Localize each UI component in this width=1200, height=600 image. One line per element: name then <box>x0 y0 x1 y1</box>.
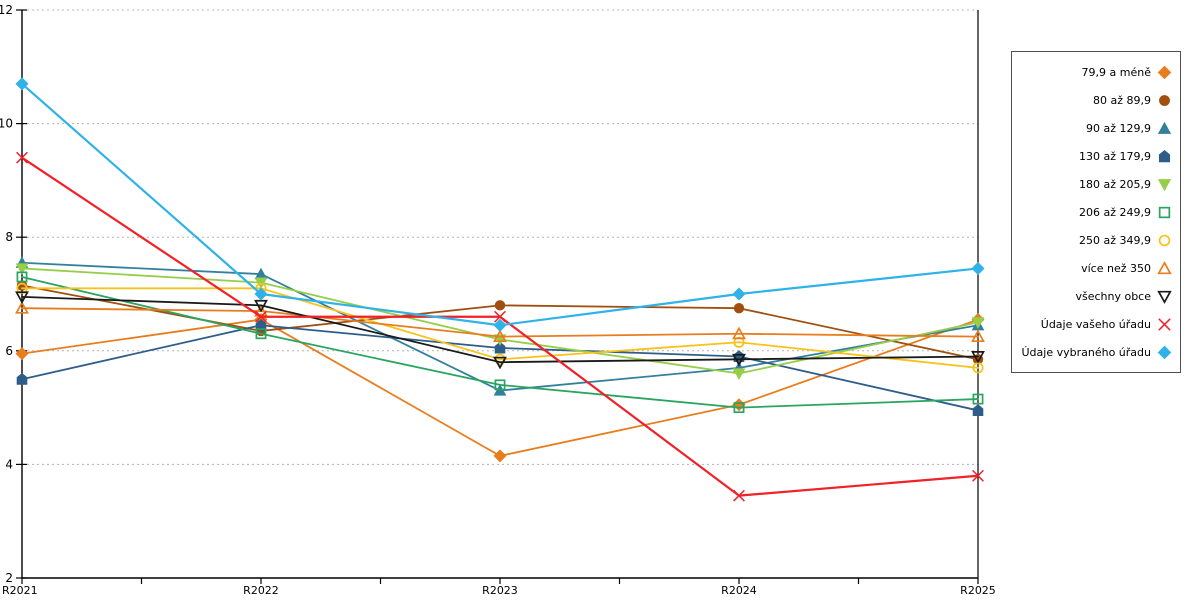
data-point-marker <box>1157 121 1172 134</box>
data-point-marker <box>15 263 29 275</box>
x-axis-label: R2024 <box>721 584 757 597</box>
data-point-marker <box>733 402 745 414</box>
data-point-marker <box>15 301 29 314</box>
line-chart-plot: 2 4 6 8 10 12 R2021 R2022 R2023 R2024 R2025 <box>0 3 996 597</box>
data-point-marker <box>494 310 506 323</box>
x-legend-icon <box>1158 317 1171 331</box>
y-axis-label: 2 <box>5 571 13 585</box>
legend-item: všechny obce <box>1017 282 1173 310</box>
triangle-down-legend-icon <box>1157 290 1172 304</box>
legend-item-label: všechny obce <box>1075 289 1151 303</box>
data-point-marker <box>1157 260 1172 274</box>
data-point-marker <box>15 291 29 305</box>
data-point-marker <box>254 299 268 313</box>
legend-item-label: 180 až 205,9 <box>1079 177 1151 191</box>
legend-item-label: 206 až 249,9 <box>1079 205 1151 219</box>
data-point-marker <box>16 372 28 385</box>
triangle-down-legend-icon <box>1157 178 1172 191</box>
y-axis-label: 4 <box>5 457 13 471</box>
data-point-marker <box>971 261 985 275</box>
data-point-marker <box>255 318 267 331</box>
data-point-marker <box>972 404 984 416</box>
data-point-marker <box>494 341 506 354</box>
x-axis-label: R2023 <box>482 584 518 597</box>
series-line-9 <box>21 295 979 364</box>
x-axis-label: R2021 <box>2 584 38 597</box>
data-point-marker <box>972 469 984 482</box>
data-point-marker <box>15 77 29 91</box>
data-point-marker <box>732 353 746 367</box>
data-point-marker <box>254 287 268 301</box>
data-point-marker <box>1158 206 1171 218</box>
legend-item: Údaje vašeho úřadu <box>1017 310 1173 338</box>
diamond-legend-icon <box>1157 345 1172 359</box>
triangle-up-legend-icon <box>1157 121 1172 134</box>
y-axis-label: 8 <box>5 230 13 244</box>
data-point-marker <box>16 151 28 164</box>
legend-item: 180 až 205,9 <box>1017 170 1173 198</box>
legend-item-label: 90 až 129,9 <box>1086 121 1151 135</box>
data-point-marker <box>733 489 745 502</box>
legend-item-label: 80 až 89,9 <box>1093 93 1151 107</box>
y-axis-label: 12 <box>0 3 13 17</box>
legend-item: 130 až 179,9 <box>1017 142 1173 170</box>
data-point-marker <box>971 317 985 329</box>
data-point-marker <box>732 287 746 301</box>
data-point-marker <box>15 347 29 361</box>
data-point-marker <box>16 271 28 283</box>
data-point-marker <box>733 303 745 314</box>
legend-item-label: 250 až 349,9 <box>1079 233 1151 247</box>
pentagon-legend-icon <box>1158 149 1171 162</box>
data-point-marker <box>493 329 507 343</box>
data-point-marker <box>971 329 985 343</box>
chart-legend: 79,9 a méně 80 až 89,9 90 až 129,9 130 až 1… <box>1011 51 1181 373</box>
data-point-marker <box>493 356 507 370</box>
legend-item: 79,9 a méně <box>1017 58 1173 86</box>
x-axis-label: R2022 <box>243 584 279 597</box>
legend-item: více než 350 <box>1017 254 1173 282</box>
legend-item-label: 79,9 a méně <box>1081 65 1151 79</box>
series-line-7 <box>21 287 979 369</box>
legend-item-label: Údaje vašeho úřadu <box>1040 317 1151 331</box>
data-point-marker <box>494 379 506 391</box>
data-point-marker <box>255 328 267 340</box>
y-axis-label: 6 <box>5 344 13 358</box>
data-point-marker <box>1157 65 1172 79</box>
legend-item: 206 až 249,9 <box>1017 198 1173 226</box>
data-point-marker <box>255 310 267 323</box>
series-line-6 <box>21 276 979 409</box>
circle-legend-icon <box>1158 234 1171 246</box>
y-axis-label: 10 <box>0 117 13 131</box>
data-point-marker <box>493 449 507 463</box>
data-point-marker <box>1158 234 1171 246</box>
legend-item-label: více než 350 <box>1081 261 1151 275</box>
data-point-marker <box>493 318 507 332</box>
x-axis-label: R2025 <box>960 584 996 597</box>
legend-item-label: Údaje vybraného úřadu <box>1021 345 1152 359</box>
legend-item: Údaje vybraného úřadu <box>1017 338 1173 366</box>
square-legend-icon <box>1158 206 1171 218</box>
data-point-marker <box>972 393 984 405</box>
circle-legend-icon <box>1159 94 1170 106</box>
legend-item-label: 130 až 179,9 <box>1079 149 1151 163</box>
data-point-marker <box>1158 149 1171 162</box>
data-point-marker <box>1159 94 1170 106</box>
data-point-marker <box>732 326 746 340</box>
series-line-8 <box>21 307 979 338</box>
data-point-marker <box>1157 345 1172 359</box>
data-point-marker <box>971 351 985 364</box>
legend-item: 90 až 129,9 <box>1017 114 1173 142</box>
data-point-marker <box>732 368 746 380</box>
diamond-legend-icon <box>1157 65 1172 79</box>
legend-item: 80 až 89,9 <box>1017 86 1173 114</box>
triangle-up-legend-icon <box>1157 260 1172 274</box>
data-point-marker <box>1157 178 1172 191</box>
data-point-marker <box>1157 290 1172 304</box>
data-point-marker <box>494 300 506 311</box>
data-point-marker <box>1158 317 1171 331</box>
legend-item: 250 až 349,9 <box>1017 226 1173 254</box>
